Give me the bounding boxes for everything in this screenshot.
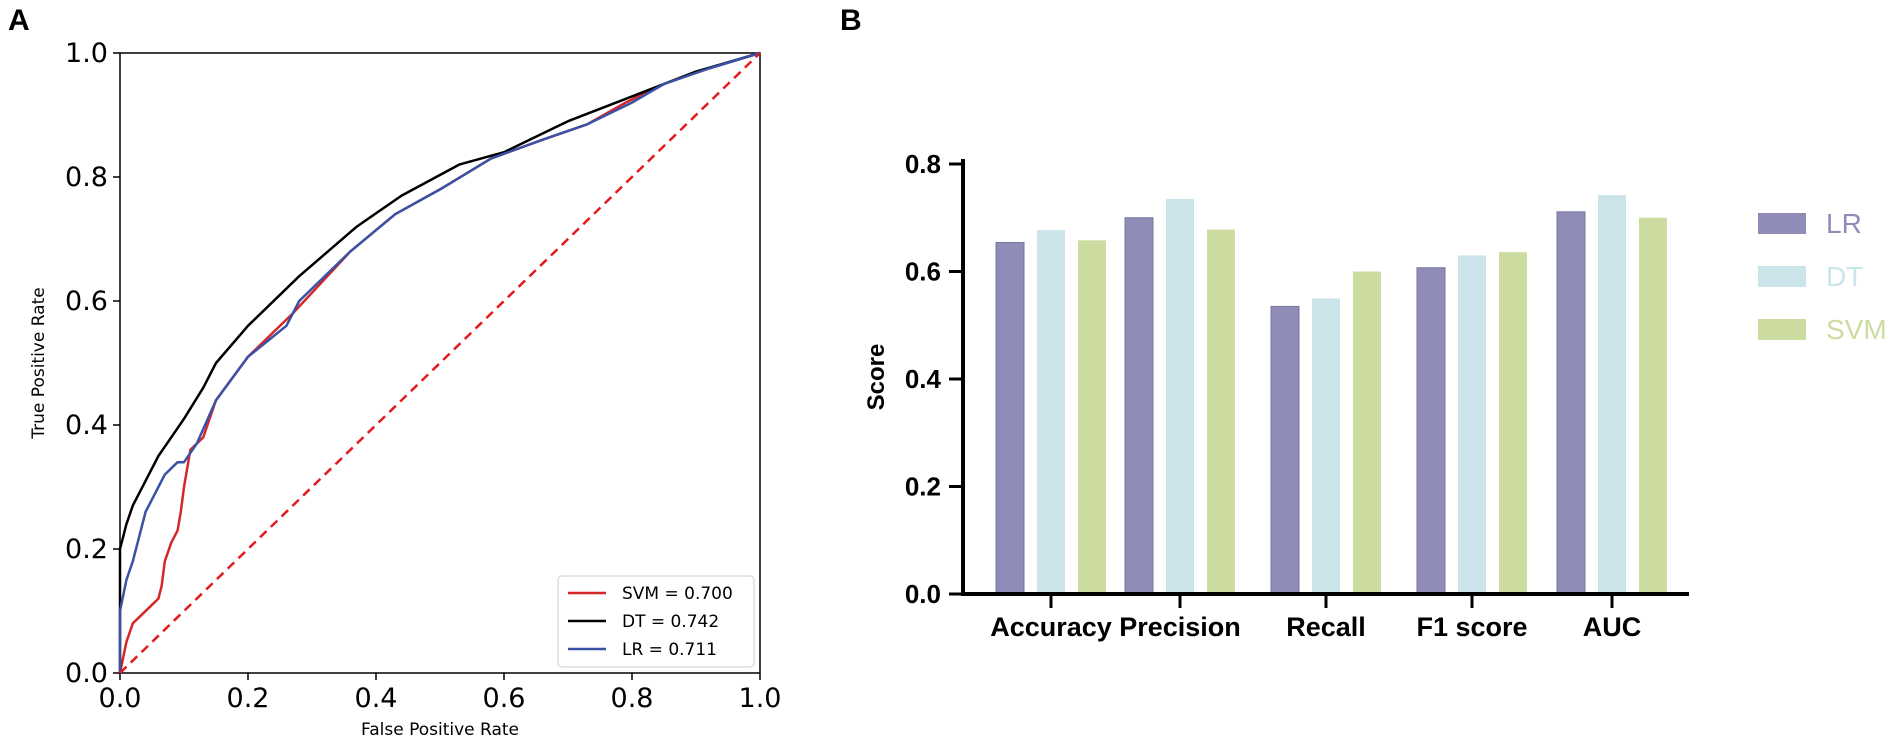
roc-xtick-label: 0.0 (99, 683, 142, 714)
bar-dt-recall (1312, 298, 1340, 594)
legend-label-dt: DT (1826, 261, 1863, 292)
roc-line-chance (119, 52, 761, 674)
legend-label-svm: SVM (1826, 314, 1887, 345)
bar-dt-f1-score (1458, 255, 1486, 594)
bar-category-label: F1 score (1416, 612, 1527, 642)
bar-ytick-label: 0.6 (905, 257, 941, 287)
score-bar-chart: Accuracy Precision Recall F1 score AUC 0.0 0.2… (863, 149, 1887, 642)
bar-svm-precision (1207, 229, 1235, 594)
bar-category-label: Recall (1286, 612, 1366, 642)
panel-b-letter: B (840, 4, 862, 37)
legend-swatch-lr (1758, 213, 1806, 234)
bar-dt-precision (1166, 198, 1194, 594)
bar-lr-f1-score (1416, 267, 1446, 595)
bar-svm-auc (1639, 217, 1667, 594)
roc-xtick-label: 0.2 (227, 683, 270, 714)
roc-line-lr (118, 51, 761, 673)
roc-xtick-label: 0.6 (483, 683, 526, 714)
roc-ytick-label: 0.6 (65, 286, 108, 317)
panel-a-letter: A (8, 4, 30, 37)
legend-swatch-svm (1758, 319, 1806, 340)
roc-plot-frame (119, 52, 761, 674)
bar-dt-accuracy (1037, 230, 1065, 595)
legend-label-lr: LR = 0.711 (622, 640, 717, 660)
bar-svm-f1-score (1499, 252, 1527, 594)
bar-lr-precision (1124, 217, 1154, 595)
legend-label-svm: SVM = 0.700 (622, 584, 733, 604)
legend-label-lr: LR (1826, 208, 1862, 239)
bar-ytick-label: 0.4 (905, 364, 942, 394)
bar-lr-accuracy (995, 241, 1025, 595)
roc-ylabel: True Positive Rate (29, 287, 49, 439)
roc-legend-box (557, 575, 755, 668)
bar-dt-auc (1598, 195, 1626, 595)
roc-xlabel: False Positive Rate (361, 720, 519, 740)
bar-lr-auc (1556, 211, 1586, 595)
roc-ticks: 0.0 0.2 0.4 0.6 0.8 1.0 0.0 0.2 0.4 0.6 0.8 1.0 (65, 38, 781, 714)
bar-svm-accuracy (1078, 240, 1106, 594)
roc-line-dt (118, 51, 761, 673)
bar-marks (995, 195, 1667, 595)
bar-ticks: Accuracy Precision Recall F1 score AUC 0.0 0.2… (905, 149, 1641, 642)
roc-legend: SVM = 0.700 DT = 0.742 LR = 0.711 (557, 575, 755, 668)
bar-ytick-label: 0.0 (905, 579, 941, 609)
roc-xtick-label: 1.0 (739, 683, 782, 714)
bar-ylabel: Score (863, 344, 890, 411)
roc-xtick-label: 0.4 (355, 683, 398, 714)
bar-category-label: AUC (1583, 612, 1642, 642)
legend-swatch-dt (1758, 266, 1806, 287)
bar-svm-recall (1353, 271, 1381, 594)
bar-category-label: Accuracy (990, 612, 1112, 642)
roc-ytick-label: 0.2 (65, 534, 108, 565)
bar-ytick-label: 0.8 (905, 149, 941, 179)
roc-xtick-label: 0.8 (611, 683, 654, 714)
bar-category-label: Precision (1119, 612, 1241, 642)
legend-label-dt: DT = 0.742 (622, 612, 719, 632)
bar-legend: LR DT SVM (1758, 208, 1887, 345)
roc-ytick-label: 1.0 (65, 38, 108, 69)
bar-lr-recall (1270, 305, 1300, 595)
roc-lines (118, 51, 761, 674)
roc-ytick-label: 0.0 (65, 658, 108, 689)
roc-ytick-label: 0.4 (65, 410, 108, 441)
roc-ytick-label: 0.8 (65, 162, 108, 193)
roc-chart: 0.0 0.2 0.4 0.6 0.8 1.0 0.0 0.2 0.4 0.6 0.8 1.0 Fal… (29, 38, 781, 740)
bar-ytick-label: 0.2 (905, 472, 941, 502)
